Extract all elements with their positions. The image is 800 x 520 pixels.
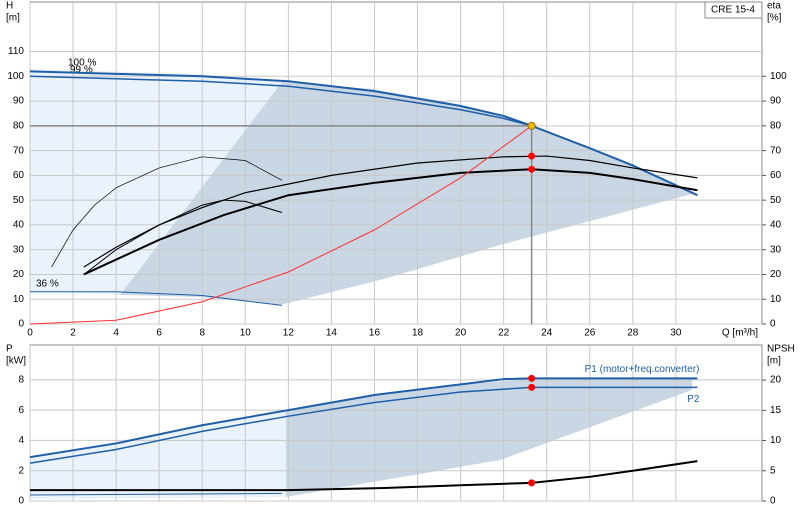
series-line: [29, 125, 532, 325]
series-line: [29, 386, 698, 464]
area-dark: [286, 379, 692, 497]
area-light: [30, 410, 286, 499]
y-tick-label: 110: [8, 46, 24, 57]
x-tick-label: 30: [670, 328, 682, 339]
x-tick-label: 12: [283, 328, 295, 339]
y2-unit: [%]: [767, 13, 782, 24]
y-label: H: [6, 1, 13, 12]
y2-label: NPSH: [767, 344, 795, 355]
y-tick-label: 60: [13, 170, 25, 181]
y-tick-label: 8: [18, 374, 24, 385]
y-label: P: [6, 344, 13, 355]
series-line: [83, 199, 283, 275]
series-label: P2: [687, 394, 700, 405]
y2-tick-label: 30: [770, 244, 782, 255]
duty-point: [528, 165, 536, 173]
annotation: 100 %: [68, 58, 96, 69]
y-unit: [m]: [6, 13, 20, 24]
y2-tick-label: 15: [770, 405, 782, 416]
y2-label: eta: [767, 1, 781, 12]
y2-tick-label: 5: [770, 465, 776, 476]
x-tick-label: 20: [455, 328, 467, 339]
y-tick-label: 70: [13, 145, 25, 156]
y-unit: [kW]: [6, 356, 26, 367]
y-tick-label: 2: [18, 465, 24, 476]
y2-tick-label: 90: [770, 96, 782, 107]
y2-tick-label: 50: [770, 195, 782, 206]
series-label: P1 (motor+freq.converter): [585, 364, 700, 375]
y2-tick-label: 0: [770, 319, 776, 330]
x-tick-label: 28: [627, 328, 639, 339]
series-line: [51, 156, 283, 268]
x-tick-label: 18: [412, 328, 424, 339]
y-tick-label: 4: [18, 435, 24, 446]
series-line: [29, 75, 532, 127]
y2-unit: [m]: [767, 356, 781, 367]
series-line: [83, 168, 698, 276]
y-tick-label: 10: [13, 294, 25, 305]
y2-tick-label: 60: [770, 170, 782, 181]
y-tick-label: 0: [18, 496, 24, 507]
duty-point: [528, 152, 536, 160]
y2-tick-label: 100: [770, 71, 787, 82]
x-tick-label: 14: [326, 328, 338, 339]
y2-tick-label: 70: [770, 145, 782, 156]
x-tick-label: 24: [541, 328, 553, 339]
duty-point: [528, 374, 536, 382]
x-tick-label: 26: [584, 328, 596, 339]
series-line: [29, 377, 698, 459]
shading: [30, 69, 692, 499]
y2-tick-label: 0: [770, 496, 776, 507]
y-tick-label: 20: [13, 269, 25, 280]
series-line: [30, 291, 282, 306]
y2-tick-label: 20: [770, 375, 782, 386]
y-tick-label: 30: [13, 244, 25, 255]
x-tick-label: 8: [199, 328, 205, 339]
x-label: Q [m³/h]: [722, 328, 758, 339]
x-tick-label: 4: [113, 328, 119, 339]
x-tick-label: 16: [369, 328, 381, 339]
y-tick-label: 50: [13, 195, 25, 206]
chart-title: CRE 15-4: [711, 5, 755, 16]
y-tick-label: 80: [13, 120, 25, 131]
y2-tick-label: 80: [770, 120, 782, 131]
y-tick-label: 40: [13, 220, 25, 231]
title-box: [704, 1, 763, 19]
duty-point: [528, 479, 536, 487]
y-tick-label: 6: [18, 405, 24, 416]
x-tick-label: 10: [240, 328, 252, 339]
y-tick-label: 90: [13, 96, 25, 107]
annotation: 36 %: [36, 279, 59, 290]
y2-tick-label: 40: [770, 220, 782, 231]
duty-point: [527, 121, 536, 130]
y2-tick-label: 10: [770, 435, 782, 446]
y2-tick-label: 20: [770, 269, 782, 280]
series-line: [29, 492, 282, 496]
series-line: [30, 460, 698, 492]
x-tick-label: 6: [156, 328, 162, 339]
annotation: 99 %: [70, 65, 93, 76]
x-tick-label: 2: [70, 328, 76, 339]
x-tick-label: 22: [498, 328, 510, 339]
duty-point: [528, 383, 536, 391]
series-line: [29, 70, 698, 197]
y2-tick-label: 10: [770, 294, 782, 305]
y-tick-label: 100: [7, 71, 24, 82]
y-tick-label: 0: [18, 319, 24, 330]
x-tick-label: 0: [27, 328, 33, 339]
